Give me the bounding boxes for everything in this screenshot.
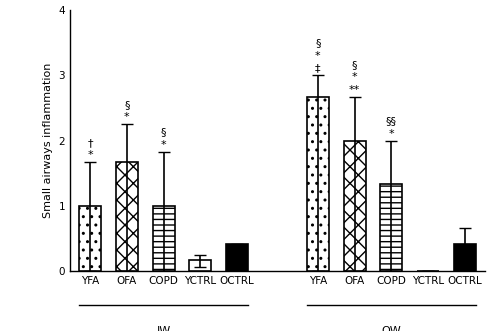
Text: §: § xyxy=(124,100,130,110)
Text: *: * xyxy=(161,140,166,150)
Bar xyxy=(79,206,101,271)
Text: *: * xyxy=(315,51,320,61)
Text: *: * xyxy=(124,112,130,122)
Text: †: † xyxy=(88,138,93,148)
Bar xyxy=(380,184,402,271)
Bar xyxy=(152,206,174,271)
Text: ‡: ‡ xyxy=(315,63,320,73)
Bar xyxy=(307,97,329,271)
Y-axis label: Small airways inflammation: Small airways inflammation xyxy=(43,63,53,218)
Text: IW: IW xyxy=(156,326,171,331)
Text: *: * xyxy=(388,129,394,139)
Bar xyxy=(190,260,212,271)
Bar xyxy=(116,162,138,271)
Text: OW: OW xyxy=(382,326,401,331)
Text: §: § xyxy=(315,38,320,49)
Text: *: * xyxy=(88,150,93,160)
Text: *: * xyxy=(352,72,358,82)
Bar xyxy=(226,244,248,271)
Text: §: § xyxy=(161,127,166,137)
Text: §§: §§ xyxy=(386,116,397,126)
Text: §: § xyxy=(352,60,358,70)
Text: **: ** xyxy=(349,85,360,95)
Bar xyxy=(344,141,365,271)
Bar xyxy=(454,244,476,271)
